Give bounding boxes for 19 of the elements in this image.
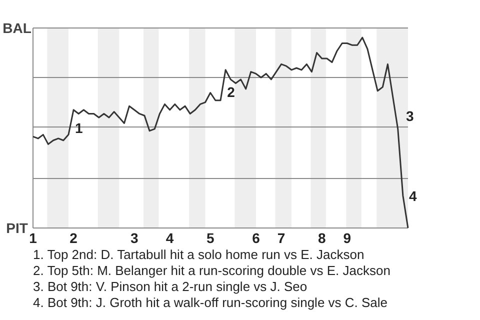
x-tick-label: 9 — [343, 230, 352, 246]
text: 3. Bot 9th: V. Pinson hit a 2-run single vs J. Seo — [33, 279, 308, 294]
text: 1. Top 2nd: D. Tartabull hit a solo home run vs E. Jackson — [33, 247, 364, 262]
x-tick-label: 5 — [206, 230, 214, 246]
x-tick-label: 7 — [277, 230, 286, 246]
text: 4 — [409, 188, 418, 204]
x-tick-label: 6 — [252, 230, 260, 246]
x-tick-label: 3 — [130, 230, 138, 246]
x-tick-label: 2 — [70, 230, 78, 246]
text: 4. Bot 9th: J. Groth hit a walk-off run-scoring single vs C. Sale — [33, 295, 388, 310]
annotation: 2 — [227, 84, 236, 100]
x-tick-label: 1 — [29, 230, 38, 246]
text: 2. Top 5th: M. Belanger hit a run-scoring double vs E. Jackson — [33, 263, 390, 278]
ref-line-label: BAL — [2, 20, 32, 36]
annotation: 1 — [75, 120, 84, 136]
annotation: 3 — [406, 108, 414, 124]
ref-line-label: PIT — [6, 220, 28, 236]
x-tick-label: 4 — [166, 230, 174, 246]
x-tick-label: 8 — [318, 230, 326, 246]
